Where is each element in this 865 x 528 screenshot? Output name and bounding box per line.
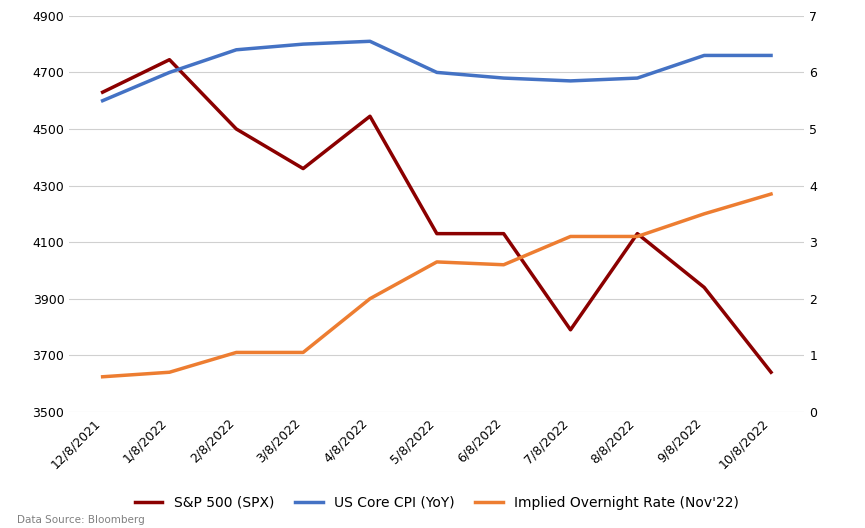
US Core CPI (YoY) (432, 69, 442, 76)
US Core CPI (YoY) (298, 41, 308, 48)
US Core CPI (YoY) (498, 75, 509, 81)
S&P 500 (SPX) (164, 56, 175, 63)
S&P 500 (SPX) (566, 327, 576, 333)
Line: S&P 500 (SPX): S&P 500 (SPX) (103, 60, 771, 372)
US Core CPI (YoY) (365, 38, 375, 44)
US Core CPI (YoY) (632, 75, 643, 81)
S&P 500 (SPX) (98, 89, 108, 96)
Implied Overnight Rate (Nov'22) (98, 374, 108, 380)
Implied Overnight Rate (Nov'22) (231, 350, 241, 356)
S&P 500 (SPX) (632, 230, 643, 237)
Line: Implied Overnight Rate (Nov'22): Implied Overnight Rate (Nov'22) (103, 194, 771, 377)
Legend: S&P 500 (SPX), US Core CPI (YoY), Implied Overnight Rate (Nov'22): S&P 500 (SPX), US Core CPI (YoY), Implie… (129, 490, 745, 515)
Implied Overnight Rate (Nov'22) (164, 369, 175, 375)
S&P 500 (SPX) (231, 126, 241, 132)
Implied Overnight Rate (Nov'22) (298, 350, 308, 356)
Implied Overnight Rate (Nov'22) (498, 261, 509, 268)
S&P 500 (SPX) (298, 165, 308, 172)
S&P 500 (SPX) (432, 230, 442, 237)
US Core CPI (YoY) (98, 98, 108, 104)
S&P 500 (SPX) (365, 113, 375, 119)
S&P 500 (SPX) (766, 369, 776, 375)
Implied Overnight Rate (Nov'22) (699, 211, 709, 217)
S&P 500 (SPX) (498, 230, 509, 237)
S&P 500 (SPX) (699, 284, 709, 290)
Implied Overnight Rate (Nov'22) (566, 233, 576, 240)
Implied Overnight Rate (Nov'22) (365, 296, 375, 302)
US Core CPI (YoY) (699, 52, 709, 59)
Line: US Core CPI (YoY): US Core CPI (YoY) (103, 41, 771, 101)
Implied Overnight Rate (Nov'22) (632, 233, 643, 240)
Implied Overnight Rate (Nov'22) (766, 191, 776, 197)
US Core CPI (YoY) (164, 69, 175, 76)
US Core CPI (YoY) (766, 52, 776, 59)
Text: Data Source: Bloomberg: Data Source: Bloomberg (17, 515, 145, 525)
Implied Overnight Rate (Nov'22) (432, 259, 442, 265)
US Core CPI (YoY) (566, 78, 576, 84)
US Core CPI (YoY) (231, 46, 241, 53)
